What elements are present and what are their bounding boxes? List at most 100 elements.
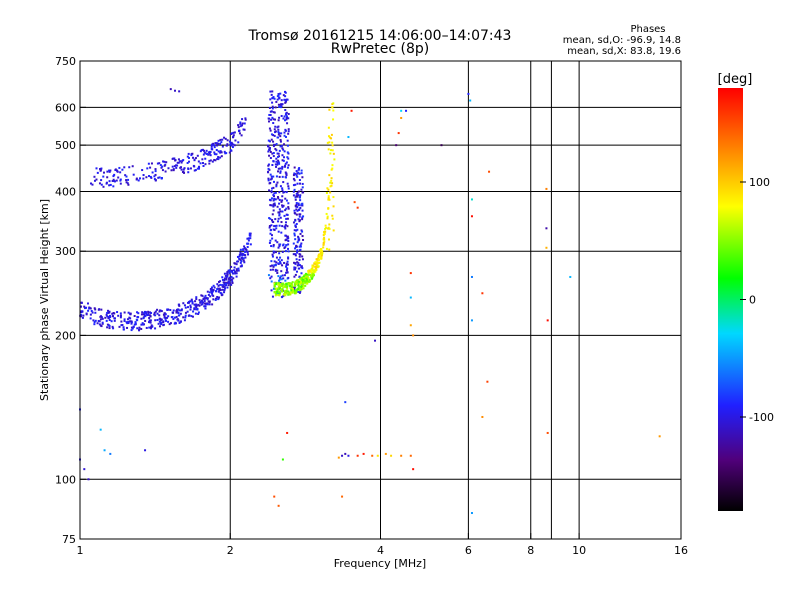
echo-point xyxy=(97,319,100,322)
echo-point xyxy=(284,224,287,227)
echo-point xyxy=(327,238,330,241)
echo-point xyxy=(376,454,379,457)
echo-point xyxy=(297,280,300,283)
echo-point xyxy=(223,150,226,153)
colorbar: [deg] 100 0 -100 xyxy=(718,72,774,511)
echo-point xyxy=(332,102,335,105)
echo-point xyxy=(217,298,220,301)
echo-point xyxy=(140,327,143,330)
echo-point xyxy=(331,141,334,144)
echo-point xyxy=(279,170,282,173)
echo-point xyxy=(102,175,105,178)
echo-point xyxy=(331,149,334,152)
echo-point xyxy=(270,245,273,248)
echo-point xyxy=(284,284,287,287)
echo-point xyxy=(308,273,311,276)
echo-point xyxy=(161,165,164,168)
echo-point xyxy=(197,313,200,316)
echo-point xyxy=(307,270,310,273)
echo-point xyxy=(157,176,160,179)
echo-point xyxy=(196,154,199,157)
echo-point xyxy=(109,169,112,172)
echo-point xyxy=(111,180,114,183)
echo-point xyxy=(137,316,140,319)
echo-point xyxy=(327,227,330,230)
echo-point xyxy=(222,285,225,288)
echo-point xyxy=(295,244,298,247)
colorbar-tick-label: -100 xyxy=(749,411,774,424)
echo-point xyxy=(287,243,290,246)
echo-point xyxy=(286,151,289,154)
echo-point xyxy=(169,322,172,325)
echo-point xyxy=(177,319,180,322)
echo-point xyxy=(293,275,296,278)
echo-point xyxy=(182,316,185,319)
echo-point xyxy=(277,217,280,220)
echo-point xyxy=(298,267,301,270)
echo-point xyxy=(297,237,300,240)
echo-point xyxy=(272,180,275,183)
echo-point xyxy=(148,317,151,320)
echo-point xyxy=(270,93,273,96)
echo-point xyxy=(269,268,272,271)
echo-point xyxy=(278,116,281,119)
echo-point xyxy=(177,161,180,164)
echo-point xyxy=(160,176,163,179)
echo-point xyxy=(161,169,164,172)
echo-point xyxy=(280,114,283,117)
echo-point xyxy=(294,247,297,250)
echo-point xyxy=(189,167,192,170)
echo-point xyxy=(397,132,400,135)
echo-point xyxy=(226,275,229,278)
echo-point xyxy=(282,277,285,280)
echo-point xyxy=(267,167,270,170)
echo-point xyxy=(277,292,280,295)
echo-point xyxy=(184,314,187,317)
echo-point xyxy=(276,163,279,166)
echo-point xyxy=(279,260,282,263)
echo-point xyxy=(96,171,99,174)
echo-point xyxy=(285,286,288,289)
echo-point xyxy=(202,149,205,152)
echo-point xyxy=(100,316,103,319)
echo-point xyxy=(297,279,300,282)
echo-point xyxy=(278,208,281,211)
echo-point xyxy=(299,244,302,247)
echo-point xyxy=(298,196,301,199)
echo-point xyxy=(286,287,289,290)
echo-point xyxy=(329,191,332,194)
echo-point xyxy=(273,283,276,286)
echo-point xyxy=(220,141,223,144)
echo-point xyxy=(272,134,275,137)
echo-point xyxy=(225,276,228,279)
echo-point xyxy=(272,186,275,189)
echo-point xyxy=(211,293,214,296)
echo-point xyxy=(127,320,130,323)
echo-point xyxy=(283,225,286,228)
echo-point xyxy=(83,305,86,308)
echo-point xyxy=(99,315,102,318)
echo-point xyxy=(284,245,287,248)
echo-point xyxy=(149,175,152,178)
echo-point xyxy=(231,132,234,135)
echo-point xyxy=(159,318,162,321)
echo-point xyxy=(148,175,151,178)
colorbar-gradient xyxy=(718,88,743,511)
echo-point xyxy=(331,106,334,109)
echo-point xyxy=(203,305,206,308)
echo-point xyxy=(101,321,104,324)
echo-point xyxy=(150,162,153,165)
echo-point xyxy=(140,317,143,320)
echo-point xyxy=(274,125,277,128)
echo-point xyxy=(278,292,281,295)
echo-point xyxy=(123,319,126,322)
echo-point xyxy=(270,177,273,180)
echo-point xyxy=(112,327,115,330)
y-tick-label: 500 xyxy=(55,139,76,152)
echo-point xyxy=(278,252,281,255)
echo-point xyxy=(81,316,84,319)
echo-point xyxy=(317,256,320,259)
echo-point xyxy=(330,168,333,171)
echo-point xyxy=(301,286,304,289)
echo-point xyxy=(229,282,232,285)
